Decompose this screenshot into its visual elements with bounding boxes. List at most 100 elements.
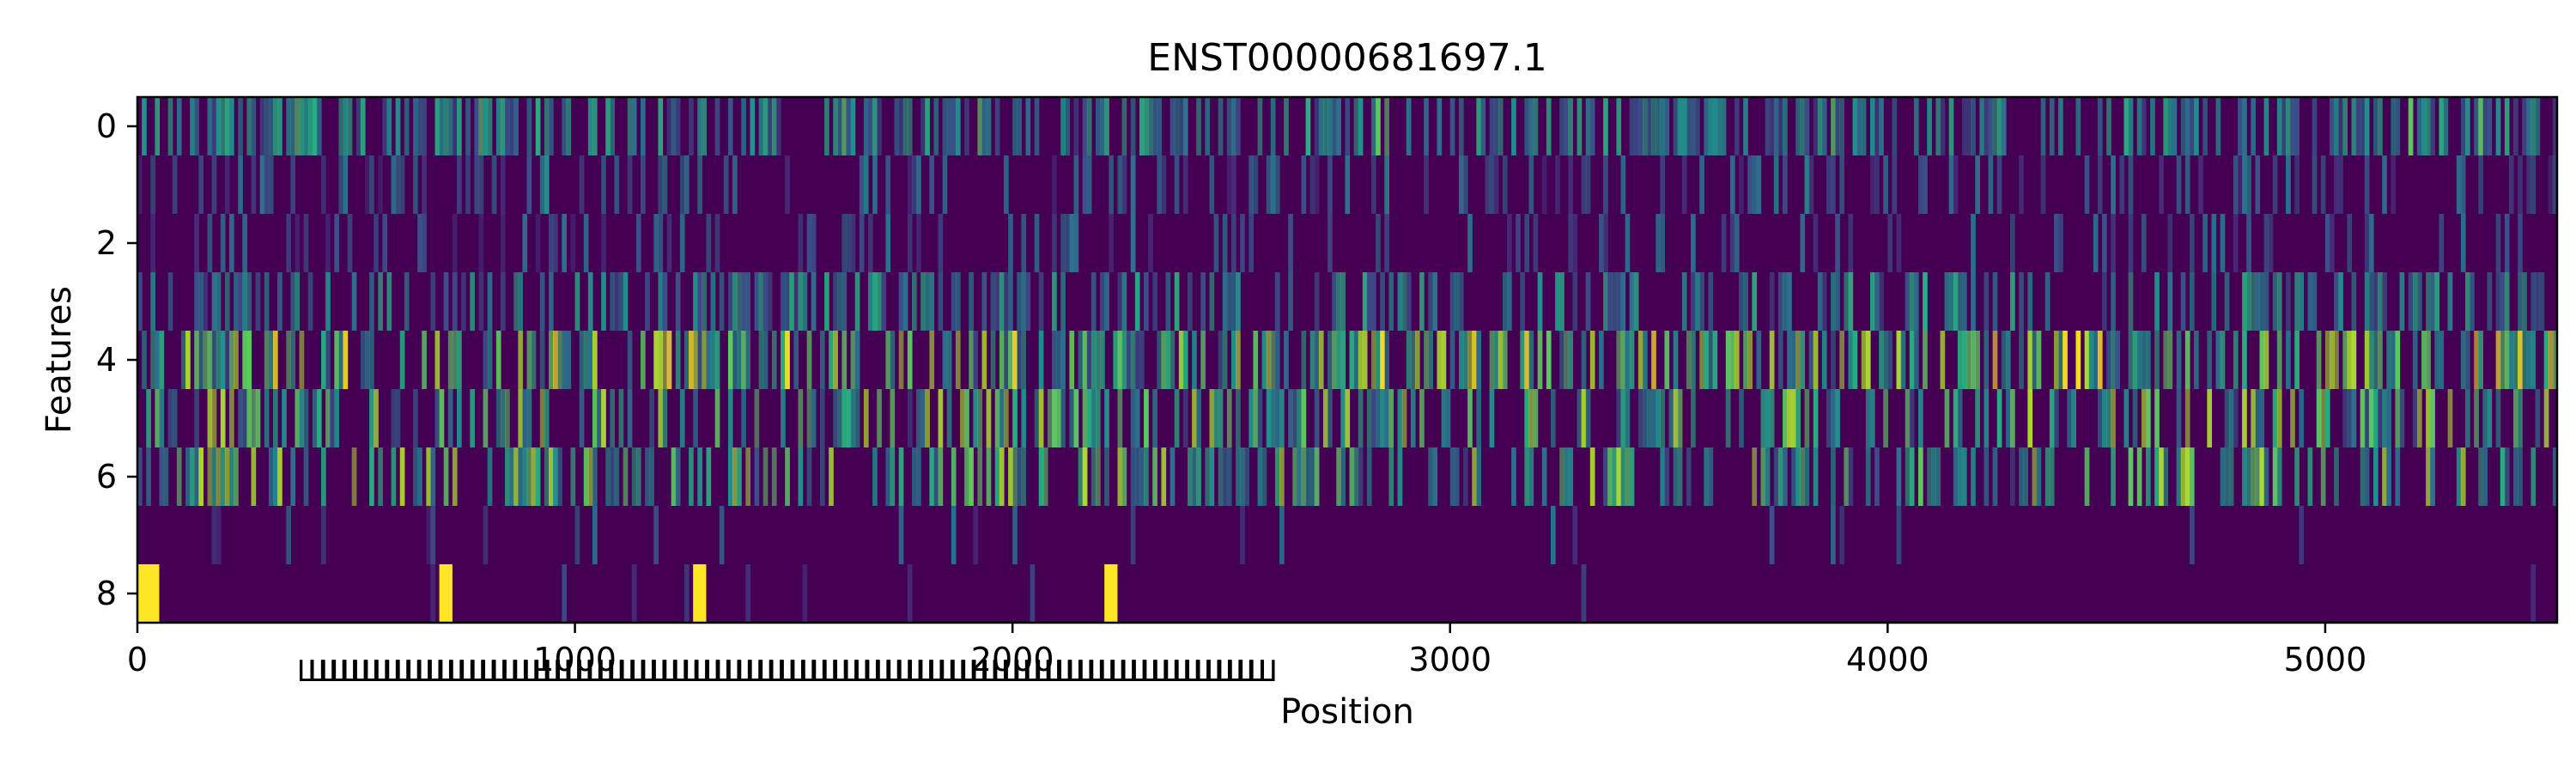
- heatmap-cell: [1961, 447, 1967, 506]
- heatmap-cell: [220, 389, 226, 447]
- heatmap-cell: [2530, 155, 2537, 214]
- heatmap-cell: [1660, 214, 1666, 272]
- heatmap-cell: [911, 272, 917, 331]
- overlapping-annotation: Ш: [702, 654, 733, 689]
- heatmap-cell: [2228, 447, 2234, 506]
- heatmap-cell: [2334, 447, 2339, 506]
- heatmap-cell: [2500, 447, 2506, 506]
- heatmap-cell: [732, 447, 738, 506]
- heatmap-cell: [487, 97, 493, 155]
- heatmap-cell: [286, 506, 291, 564]
- heatmap-cell: [1721, 97, 1727, 155]
- heatmap-cell: [2246, 447, 2251, 506]
- heatmap-cell: [1226, 97, 1232, 155]
- heatmap-cell: [2294, 272, 2300, 331]
- heatmap-cell: [1305, 447, 1311, 506]
- heatmap-cell: [1546, 97, 1552, 155]
- heatmap-cell: [2163, 97, 2169, 155]
- heatmap-cell: [1358, 97, 1364, 155]
- heatmap-cell: [658, 272, 664, 331]
- heatmap-cell: [391, 447, 397, 506]
- heatmap-cell: [1695, 272, 1700, 331]
- heatmap-cell: [2088, 331, 2094, 389]
- heatmap-cell: [1441, 389, 1447, 447]
- heatmap-cell: [754, 272, 760, 331]
- overlapping-annotation: Ш: [489, 654, 519, 689]
- heatmap-cell: [282, 389, 287, 447]
- heatmap-cell: [1279, 447, 1285, 506]
- heatmap-cell: [1148, 214, 1153, 272]
- heatmap-cell: [1489, 155, 1495, 214]
- heatmap-cell: [526, 389, 532, 447]
- overlapping-annotation: Ш: [787, 654, 818, 689]
- heatmap-cell: [1134, 272, 1140, 331]
- heatmap-cell: [1568, 447, 1574, 506]
- heatmap-cell: [2421, 331, 2427, 389]
- heatmap-cell: [150, 155, 155, 214]
- heatmap-cell: [1165, 272, 1171, 331]
- heatmap-cell: [1401, 389, 1407, 447]
- overlapping-annotation: Ш: [1151, 654, 1182, 689]
- heatmap-cell: [2518, 331, 2523, 389]
- overlapping-annotation: Ш: [990, 654, 1021, 689]
- heatmap-cell: [1052, 214, 1057, 272]
- heatmap-cell: [579, 389, 585, 447]
- heatmap-cell: [176, 97, 182, 155]
- heatmap-cell: [2233, 389, 2239, 447]
- heatmap-cell: [246, 272, 252, 331]
- heatmap-cell: [929, 155, 935, 214]
- heatmap-cell: [1467, 331, 1473, 389]
- heatmap-cell: [2136, 97, 2142, 155]
- heatmap-cell: [321, 506, 326, 564]
- heatmap-cell: [1322, 97, 1328, 155]
- heatmap-cell: [2263, 97, 2269, 155]
- heatmap-cell: [1769, 389, 1775, 447]
- heatmap-cell: [662, 389, 668, 447]
- heatmap-cell: [833, 97, 838, 155]
- heatmap-cell: [2058, 97, 2063, 155]
- heatmap-cell: [1944, 272, 1950, 331]
- heatmap-cell: [2215, 331, 2221, 389]
- heatmap-cell: [1813, 97, 1819, 155]
- heatmap-cell: [1188, 272, 1193, 331]
- heatmap-cell: [2071, 389, 2077, 447]
- heatmap-cell: [1865, 331, 1871, 389]
- heatmap-cell: [969, 272, 974, 331]
- overlapping-annotation: Ш: [585, 654, 616, 689]
- heatmap-cell: [793, 272, 799, 331]
- heatmap-cell: [727, 331, 733, 389]
- heatmap-cell: [2224, 447, 2230, 506]
- heatmap-cell: [2084, 155, 2090, 214]
- heatmap-cell: [1157, 155, 1163, 214]
- heatmap-cell: [1109, 214, 1114, 272]
- heatmap-cell: [1152, 447, 1157, 506]
- heatmap-cell: [1520, 272, 1525, 331]
- heatmap-cell: [933, 97, 939, 155]
- heatmap-cell: [303, 389, 309, 447]
- heatmap-cell: [1507, 214, 1512, 272]
- heatmap-cell: [2412, 331, 2418, 389]
- heatmap-cell: [391, 155, 397, 214]
- heatmap-cell: [2176, 155, 2182, 214]
- heatmap-cell: [2478, 155, 2483, 214]
- overlapping-annotation: Ш: [937, 654, 968, 689]
- heatmap-cell: [229, 214, 234, 272]
- heatmap-cell: [2246, 155, 2251, 214]
- overlapping-annotation: Ш: [297, 654, 328, 689]
- heatmap-cell: [2482, 97, 2488, 155]
- heatmap-cell: [277, 272, 283, 331]
- heatmap-cell: [2518, 447, 2523, 506]
- heatmap-cell: [1073, 214, 1079, 272]
- heatmap-cell: [303, 214, 309, 272]
- heatmap-cell: [509, 447, 514, 506]
- heatmap-cell: [478, 272, 484, 331]
- heatmap-cell: [1003, 272, 1009, 331]
- heatmap-cell: [969, 447, 974, 506]
- heatmap-cell: [1314, 447, 1320, 506]
- heatmap-cell: [2330, 331, 2335, 389]
- heatmap-cell: [2276, 331, 2282, 389]
- heatmap-cell: [207, 389, 213, 447]
- heatmap-cell: [452, 214, 458, 272]
- heatmap-cell: [1783, 272, 1788, 331]
- heatmap-cell: [1030, 564, 1036, 623]
